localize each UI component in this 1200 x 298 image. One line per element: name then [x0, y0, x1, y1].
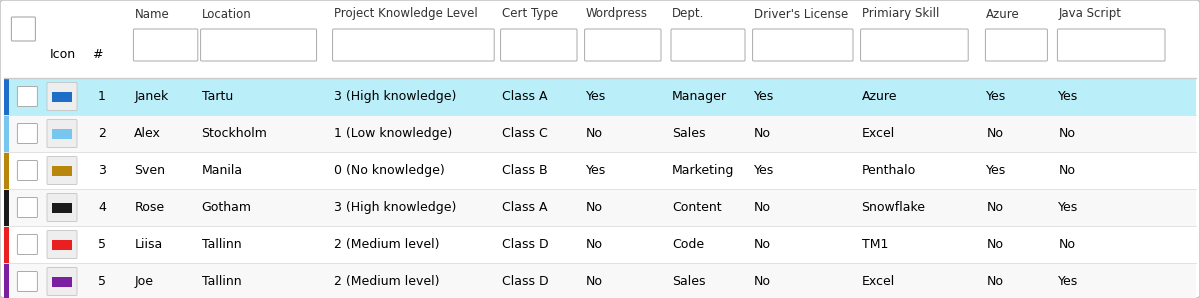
Text: Azure: Azure	[862, 90, 898, 103]
FancyBboxPatch shape	[47, 230, 77, 258]
Text: Class A: Class A	[502, 90, 547, 103]
Bar	[4, 78, 10, 114]
Text: No: No	[986, 238, 1003, 251]
Text: Alex: Alex	[134, 127, 161, 140]
Bar	[4, 190, 1196, 226]
Text: Yes: Yes	[754, 164, 774, 177]
Text: No: No	[586, 201, 602, 214]
Text: 3 (High knowledge): 3 (High knowledge)	[334, 90, 456, 103]
Bar	[52, 277, 72, 286]
FancyBboxPatch shape	[47, 268, 77, 296]
Text: Rose: Rose	[134, 201, 164, 214]
FancyBboxPatch shape	[985, 29, 1048, 61]
Text: Class D: Class D	[502, 275, 548, 288]
Text: 5: 5	[98, 238, 106, 251]
Text: Sven: Sven	[134, 164, 166, 177]
Text: Yes: Yes	[586, 164, 606, 177]
Text: No: No	[754, 275, 770, 288]
Text: 2 (Medium level): 2 (Medium level)	[334, 238, 439, 251]
Text: Yes: Yes	[1058, 201, 1079, 214]
Text: Dept.: Dept.	[672, 7, 704, 21]
Text: Sales: Sales	[672, 127, 706, 140]
Text: No: No	[754, 238, 770, 251]
FancyBboxPatch shape	[752, 29, 853, 61]
Bar	[4, 263, 1196, 298]
Bar	[52, 240, 72, 249]
FancyBboxPatch shape	[17, 161, 37, 181]
Text: Location: Location	[202, 7, 251, 21]
FancyBboxPatch shape	[200, 29, 317, 61]
Text: Tallinn: Tallinn	[202, 238, 241, 251]
Text: 3 (High knowledge): 3 (High knowledge)	[334, 201, 456, 214]
FancyBboxPatch shape	[17, 86, 37, 106]
Text: Stockholm: Stockholm	[202, 127, 268, 140]
Bar	[4, 153, 10, 189]
Bar	[52, 203, 72, 212]
Text: Yes: Yes	[1058, 90, 1079, 103]
Text: Driver's License: Driver's License	[754, 7, 848, 21]
FancyBboxPatch shape	[47, 83, 77, 111]
Bar	[52, 165, 72, 176]
Bar	[52, 128, 72, 139]
Text: 4: 4	[98, 201, 106, 214]
Text: Gotham: Gotham	[202, 201, 252, 214]
Text: Project Knowledge Level: Project Knowledge Level	[334, 7, 478, 21]
Text: Cert Type: Cert Type	[502, 7, 558, 21]
Text: Excel: Excel	[862, 275, 895, 288]
FancyBboxPatch shape	[17, 123, 37, 144]
Bar	[4, 153, 1196, 189]
Text: No: No	[586, 127, 602, 140]
Text: Excel: Excel	[862, 127, 895, 140]
Text: Manager: Manager	[672, 90, 727, 103]
Text: Wordpress: Wordpress	[586, 7, 648, 21]
FancyBboxPatch shape	[671, 29, 745, 61]
Text: 1 (Low knowledge): 1 (Low knowledge)	[334, 127, 452, 140]
Text: No: No	[586, 238, 602, 251]
Text: Tallinn: Tallinn	[202, 275, 241, 288]
Text: 2: 2	[98, 127, 106, 140]
Text: #: #	[92, 47, 102, 60]
Text: Azure: Azure	[986, 7, 1020, 21]
Text: Yes: Yes	[586, 90, 606, 103]
Text: No: No	[754, 127, 770, 140]
FancyBboxPatch shape	[332, 29, 494, 61]
Text: No: No	[1058, 238, 1075, 251]
Text: No: No	[1058, 127, 1075, 140]
FancyBboxPatch shape	[584, 29, 661, 61]
Text: Code: Code	[672, 238, 704, 251]
FancyBboxPatch shape	[133, 29, 198, 61]
Text: No: No	[986, 275, 1003, 288]
Text: TM1: TM1	[862, 238, 888, 251]
Bar	[4, 116, 1196, 151]
Text: Java Script: Java Script	[1058, 7, 1122, 21]
Text: 0 (No knowledge): 0 (No knowledge)	[334, 164, 444, 177]
Text: No: No	[986, 127, 1003, 140]
Text: Content: Content	[672, 201, 721, 214]
Text: Yes: Yes	[986, 90, 1007, 103]
Bar	[4, 116, 10, 151]
Text: Class A: Class A	[502, 201, 547, 214]
Text: Primiary Skill: Primiary Skill	[862, 7, 938, 21]
Text: Marketing: Marketing	[672, 164, 734, 177]
FancyBboxPatch shape	[17, 271, 37, 291]
Text: Name: Name	[134, 7, 169, 21]
Bar	[4, 263, 10, 298]
FancyBboxPatch shape	[17, 198, 37, 218]
FancyBboxPatch shape	[1057, 29, 1165, 61]
Text: Liisa: Liisa	[134, 238, 163, 251]
FancyBboxPatch shape	[47, 119, 77, 148]
Text: Snowflake: Snowflake	[862, 201, 925, 214]
Bar	[4, 190, 10, 226]
Text: 1: 1	[98, 90, 106, 103]
Text: Manila: Manila	[202, 164, 242, 177]
FancyBboxPatch shape	[17, 235, 37, 254]
Text: Class B: Class B	[502, 164, 547, 177]
Bar	[4, 226, 1196, 263]
FancyBboxPatch shape	[12, 17, 36, 41]
Text: No: No	[754, 201, 770, 214]
FancyBboxPatch shape	[500, 29, 577, 61]
Text: Janek: Janek	[134, 90, 169, 103]
Text: No: No	[586, 275, 602, 288]
Text: No: No	[1058, 164, 1075, 177]
